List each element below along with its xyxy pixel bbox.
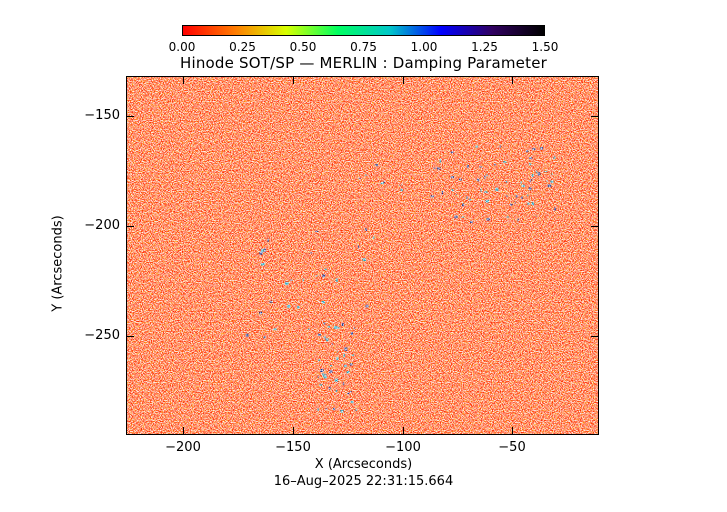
colorbar-tick-label: 0.50 (289, 40, 317, 54)
damping-parameter-map (126, 76, 599, 435)
y-tick (591, 336, 599, 337)
y-axis-label: Y (Arcseconds) (50, 215, 66, 312)
x-tick (293, 427, 294, 435)
colorbar-tick-label: 0.75 (350, 40, 377, 54)
timestamp: 16–Aug–2025 22:31:15.664 (273, 474, 454, 489)
x-tick (293, 76, 294, 84)
y-tick-label: −200 (84, 218, 120, 233)
y-tick (591, 116, 599, 117)
x-tick (512, 427, 513, 435)
y-tick (126, 226, 134, 227)
colorbar-tick-label: 0.25 (229, 40, 256, 54)
colorbar-tick-label: 1.00 (410, 40, 438, 54)
x-tick-label: −50 (498, 440, 526, 455)
y-tick (591, 226, 599, 227)
x-tick (512, 76, 513, 84)
x-tick (403, 427, 404, 435)
map-image (127, 77, 598, 434)
x-tick (183, 427, 184, 435)
x-tick-label: −200 (165, 440, 201, 455)
plot-title: Hinode SOT/SP — MERLIN : Damping Paramet… (179, 54, 547, 72)
y-tick-label: −150 (84, 108, 120, 123)
y-tick-label: −250 (84, 328, 120, 343)
x-tick (403, 76, 404, 84)
y-tick (126, 116, 134, 117)
x-axis-label: X (Arcseconds) (314, 457, 413, 472)
colorbar-tick-label: 1.25 (471, 40, 498, 54)
x-tick-label: −150 (275, 440, 311, 455)
colorbar-tick-label: 1.50 (531, 40, 559, 54)
colorbar (182, 25, 545, 36)
y-tick (126, 336, 134, 337)
colorbar-tick-label: 0.00 (168, 40, 196, 54)
x-tick (183, 76, 184, 84)
x-tick-label: −100 (385, 440, 421, 455)
